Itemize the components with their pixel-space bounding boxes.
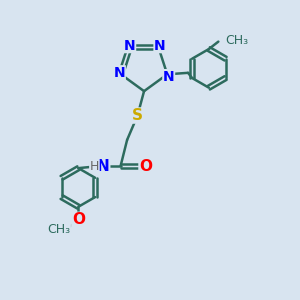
Text: CH₃: CH₃	[47, 223, 70, 236]
Text: N: N	[163, 70, 175, 84]
Text: O: O	[72, 212, 85, 227]
Text: N: N	[97, 159, 110, 174]
Text: N: N	[114, 66, 125, 80]
Text: O: O	[139, 159, 152, 174]
Text: H: H	[90, 160, 99, 172]
Text: N: N	[154, 39, 166, 52]
Text: CH₃: CH₃	[225, 34, 248, 46]
Text: S: S	[132, 108, 143, 123]
Text: N: N	[124, 39, 136, 52]
